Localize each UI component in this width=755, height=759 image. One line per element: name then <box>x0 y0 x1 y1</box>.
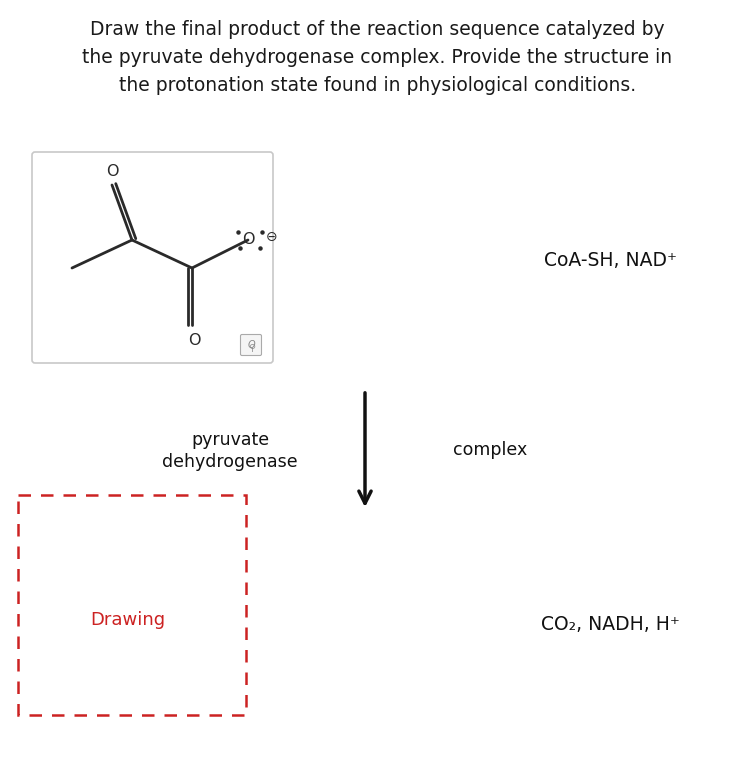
FancyBboxPatch shape <box>241 335 261 355</box>
Text: CoA-SH, NAD⁺: CoA-SH, NAD⁺ <box>544 250 676 269</box>
Text: O: O <box>242 232 254 247</box>
Text: Draw the final product of the reaction sequence catalyzed by
the pyruvate dehydr: Draw the final product of the reaction s… <box>82 20 673 95</box>
Text: O: O <box>106 164 119 179</box>
Bar <box>18 495 246 715</box>
Text: O: O <box>188 333 200 348</box>
Text: ⚲: ⚲ <box>248 343 255 353</box>
Text: Q: Q <box>247 340 255 350</box>
FancyBboxPatch shape <box>32 152 273 363</box>
Text: pyruvate: pyruvate <box>191 431 269 449</box>
Text: complex: complex <box>453 441 527 459</box>
Text: CO₂, NADH, H⁺: CO₂, NADH, H⁺ <box>541 616 680 635</box>
Text: Drawing: Drawing <box>90 611 165 629</box>
Text: dehydrogenase: dehydrogenase <box>162 453 297 471</box>
Text: ⊖: ⊖ <box>266 230 278 244</box>
